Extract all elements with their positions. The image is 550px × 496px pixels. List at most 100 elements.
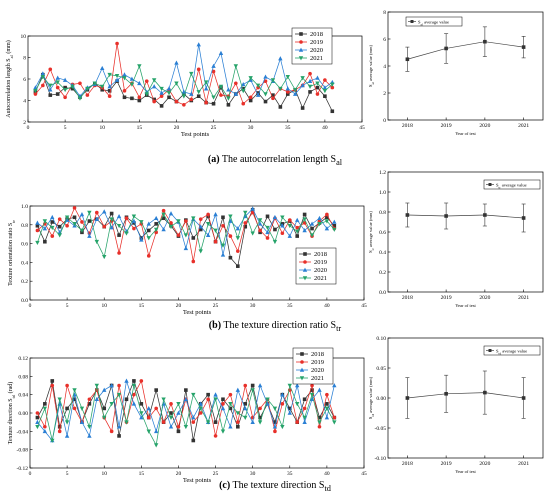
panel-c-left-point-2020-2 [42, 428, 48, 434]
panel-b-left-point-2020-2 [42, 226, 48, 231]
panel-a-left-point-2021-33 [270, 78, 276, 83]
panel-a-left-point-2018-15 [137, 98, 142, 103]
panel-a-right-point-0 [405, 57, 410, 62]
panel-c-right-point-1 [444, 392, 448, 396]
panel-a-right-xtick-label-0: 2018 [402, 123, 413, 129]
panel-b-left-point-2020-3 [50, 214, 55, 220]
panel-c-left-point-2021-23 [198, 406, 203, 411]
panel-a-left-legend-label-2020: 2020 [310, 47, 323, 54]
panel-a-left-point-2018-27 [226, 103, 231, 107]
panel-b-left-point-2019-10 [102, 224, 107, 229]
panel-c-left-point-2018-21 [184, 388, 188, 392]
panel-c-right-legend-marker [488, 349, 492, 352]
panel-a-left-point-2021-26 [218, 84, 224, 89]
panel-a-left-point-2018-41 [330, 109, 335, 114]
panel-a-left-point-2021-28 [233, 64, 239, 69]
panel-b-left-point-2020-12 [116, 213, 122, 219]
panel-b-left-point-2019-12 [117, 251, 121, 255]
panel-b-left-point-2020-15 [139, 237, 144, 242]
panel-a-left-point-2021-30 [248, 76, 253, 81]
panel-b-left-point-2019-14 [132, 226, 136, 231]
panel-a-left-point-2021-13 [122, 76, 127, 81]
panel-c-left-legend-marker-2021 [299, 376, 305, 381]
panel-c-right-xtick-label-3: 2021 [518, 461, 529, 467]
panel-a-right: 2018 2019 2020 2021 0 2 4 6 8 Year of test Sal ave… [368, 10, 544, 136]
panel-b-left-point-2021-18 [161, 212, 166, 217]
caption-c-text: The texture direction S [232, 480, 325, 491]
panel-c-left-point-2019-36 [295, 420, 300, 424]
panel-c-left-point-2021-14 [131, 383, 137, 388]
panel-b-left-point-2021-5 [64, 215, 70, 220]
panel-b-left-point-2021-10 [102, 254, 107, 260]
panel-c-left-point-2021-33 [272, 406, 278, 411]
panel-b-right-xtick-label-1: 2019 [441, 295, 452, 301]
panel-a-left-xtick-label-3: 15 [137, 125, 143, 131]
panel-b-left-point-2019-24 [206, 212, 210, 217]
panel-b-left-point-2021-35 [287, 223, 292, 229]
panel-a-left-point-2019-5 [63, 95, 67, 100]
panel-b-left-point-2018-6 [72, 215, 77, 220]
panel-c-left-point-2020-29 [243, 406, 248, 411]
panel-b-left-point-2020-16 [146, 221, 151, 226]
panel-b-right-ytick-label-6: 1.2 [379, 170, 386, 176]
panel-c-left-point-2018-37 [302, 397, 307, 402]
panel-b-left-series-line-2018 [37, 208, 335, 267]
panel-c-left-point-2021-11 [109, 402, 114, 407]
panel-a-left-point-2021-3 [48, 83, 53, 88]
panel-b-left-point-2018-24 [206, 214, 210, 219]
panel-a-left-point-2018-11 [107, 89, 112, 93]
panel-b-left-legend-label-2021: 2021 [314, 275, 327, 282]
panel-b-left-point-2021-13 [124, 231, 129, 236]
panel-a-left-point-2020-24 [203, 86, 209, 91]
panel-c-left-point-2021-9 [94, 383, 99, 388]
panel-c-left-point-2018-5 [65, 406, 69, 411]
panel-b-left-point-2021-22 [191, 216, 196, 221]
panel-b-left-point-2018-22 [191, 236, 196, 240]
panel-b-left-xtick-label-7: 35 [287, 303, 293, 309]
panel-a-left-point-2018-32 [263, 99, 268, 104]
panel-a-left-point-2019-41 [330, 85, 335, 90]
panel-a-left-point-2021-25 [211, 95, 216, 100]
panel-a-left-point-2020-4 [55, 75, 60, 80]
panel-b-left-point-2018-4 [57, 224, 62, 229]
panel-b-left-point-2018-38 [310, 226, 314, 231]
panel-c-left-xtick-label-2: 10 [101, 471, 107, 477]
panel-c-left-point-2020-7 [79, 419, 85, 424]
panel-c-left-point-2018-39 [317, 415, 322, 420]
panel-c-right-ytick-label-1: -0.05 [375, 426, 387, 432]
panel-b-left-point-2021-29 [243, 210, 248, 215]
panel-b-left-point-2018-1 [35, 223, 40, 228]
panel-c-left-ytick-label-2: -0.04 [17, 429, 29, 435]
panel-a-left-ytick-label-4: 10 [21, 34, 27, 40]
panel-a-left-point-2019-8 [85, 93, 90, 97]
panel-a-left-point-2018-13 [122, 95, 127, 100]
panel-b-left-point-2020-25 [213, 212, 218, 217]
panel-b-left-point-2020-1 [35, 220, 40, 225]
panel-c-left-point-2019-28 [236, 420, 240, 424]
panel-b-left-xtick-label-1: 5 [66, 303, 69, 309]
panel-c-left-point-2018-27 [228, 406, 233, 411]
panel-b-left-point-2020-41 [332, 219, 337, 224]
panel-b-left-point-2019-35 [287, 218, 292, 222]
panel-b-left-ytick-label-4: 0.8 [21, 223, 28, 229]
panel-b-left-xlabel: Test points [183, 309, 212, 316]
panel-c-right-point-2 [483, 390, 487, 395]
panel-c-left-point-2020-20 [176, 410, 181, 415]
panel-c-left-point-2020-26 [220, 406, 226, 411]
panel-b-left-xtick-label-0: 0 [29, 303, 32, 309]
panel-c-left-point-2018-13 [124, 397, 129, 402]
panel-a-left-point-2019-22 [189, 97, 194, 102]
panel-a-left-ylabel: Autocorrelation length Sal (mm) [5, 40, 14, 117]
panel-c-left-point-2019-37 [302, 406, 307, 411]
panel-b-left-point-2018-2 [43, 239, 47, 244]
panel-c-left-point-2019-39 [317, 424, 322, 429]
panel-a-left-point-2021-20 [174, 81, 179, 86]
panel-c-left-point-2020-22 [191, 415, 196, 420]
panel-a-right-legend-label: Sal average value [418, 20, 449, 27]
panel-a-left-point-2019-21 [182, 103, 186, 107]
panel-c-left-ytick-label-4: 0.04 [18, 393, 28, 399]
panel-a-left-point-2021-7 [77, 96, 83, 101]
panel-a-left-point-2019-11 [107, 94, 112, 98]
panel-a-left-ytick-label-2: 6 [23, 77, 26, 83]
